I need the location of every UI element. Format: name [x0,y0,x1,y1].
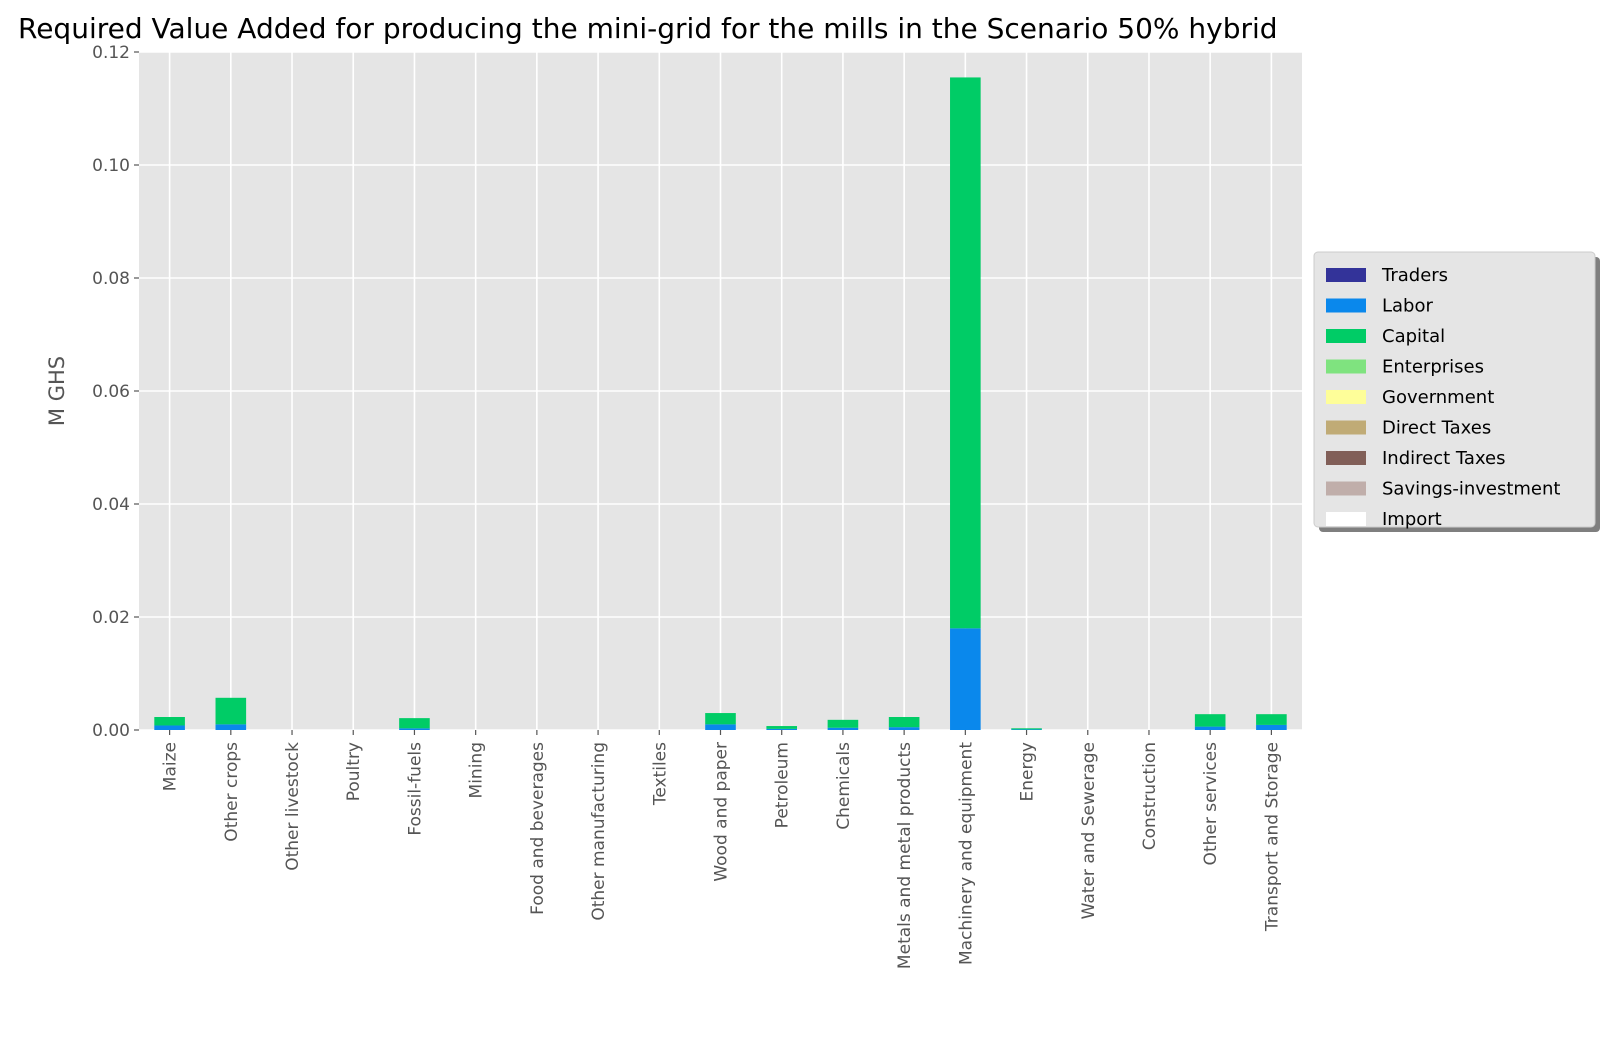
legend-swatch [1326,390,1366,404]
y-tick-label: 0.12 [92,43,130,63]
bar-segment [827,719,859,728]
legend-label: Import [1382,509,1442,530]
bar-segment [215,697,247,725]
x-tick-label: Other services [1201,742,1221,866]
bar-segment [705,713,736,725]
bar-segment [766,728,798,730]
bar-segment [1194,726,1226,730]
bar-segment [888,727,920,730]
bar-segment [1256,724,1287,730]
x-tick-label: Other livestock [283,742,303,871]
bar-segment [950,628,981,730]
bar-segment [888,717,920,728]
legend-label: Government [1382,387,1494,408]
x-tick-label: Wood and paper [712,742,732,882]
bar-segment [827,727,859,730]
legend-swatch [1326,420,1366,435]
y-tick-label: 0.08 [92,269,130,289]
legend-swatch [1326,298,1366,313]
bar-segment [705,724,736,730]
x-tick-label: Petroleum [773,742,793,828]
legend-swatch [1326,329,1366,343]
x-tick-label: Maize [161,742,181,791]
x-tick-label: Poultry [344,742,364,801]
y-tick-label: 0.02 [92,608,130,628]
bar-segment [950,77,981,629]
bar-segment [766,726,798,729]
legend-label: Direct Taxes [1382,418,1491,439]
x-tick-label: Machinery and equipment [956,742,976,965]
bar-segment [399,728,430,730]
bar-segment [154,717,185,726]
y-tick-label: 0.06 [92,382,130,402]
y-axis-label: M GHS [45,356,69,426]
legend-swatch [1326,359,1366,374]
y-tick-label: 0.00 [92,721,130,741]
x-tick-label: Water and Sewerage [1079,742,1099,919]
grid-lines [139,51,1302,731]
y-tick-label: 0.04 [92,495,130,515]
legend: Traders Labor Capital Enterprises Government… [1313,251,1600,532]
bar-segment [1011,729,1042,730]
x-tick-label: Other crops [222,742,242,842]
legend-swatch [1326,268,1366,282]
y-tick-label: 0.10 [92,156,130,176]
x-axis-ticks: Maize Other crops Other livestock Poultry Fo… [161,730,1282,969]
legend-box [1313,251,1596,528]
bar-segment [399,718,430,729]
bars [154,77,1287,730]
legend-swatch [1326,451,1366,465]
bar-segment [1194,714,1226,727]
x-tick-label: Fossil-fuels [405,742,425,836]
legend-label: Savings-investment [1382,479,1560,500]
chart-title: Required Value Added for producing the m… [18,12,1278,45]
legend-label: Traders [1381,265,1448,286]
x-tick-label: Food and beverages [528,742,548,915]
x-tick-label: Textiles [650,742,670,806]
x-tick-label: Chemicals [834,742,854,830]
bar-segment [215,724,247,730]
x-tick-label: Construction [1140,742,1160,850]
legend-label: Capital [1382,326,1445,347]
x-tick-label: Transport and Storage [1262,742,1282,932]
bar-segment [1011,728,1042,730]
legend-swatch [1326,512,1366,526]
legend-swatch [1326,481,1366,496]
y-axis-ticks: 0.00 0.02 0.04 0.06 0.08 0.10 0.12 [92,43,139,741]
x-tick-label: Mining [467,742,487,798]
bar-segment [154,725,185,730]
x-tick-label: Metals and metal products [895,742,915,969]
legend-label: Enterprises [1382,357,1484,378]
bar-segment [1256,714,1287,725]
legend-label: Labor [1382,296,1433,317]
x-tick-label: Energy [1018,742,1038,802]
legend-label: Indirect Taxes [1382,448,1506,469]
x-tick-label: Other manufacturing [589,742,609,921]
